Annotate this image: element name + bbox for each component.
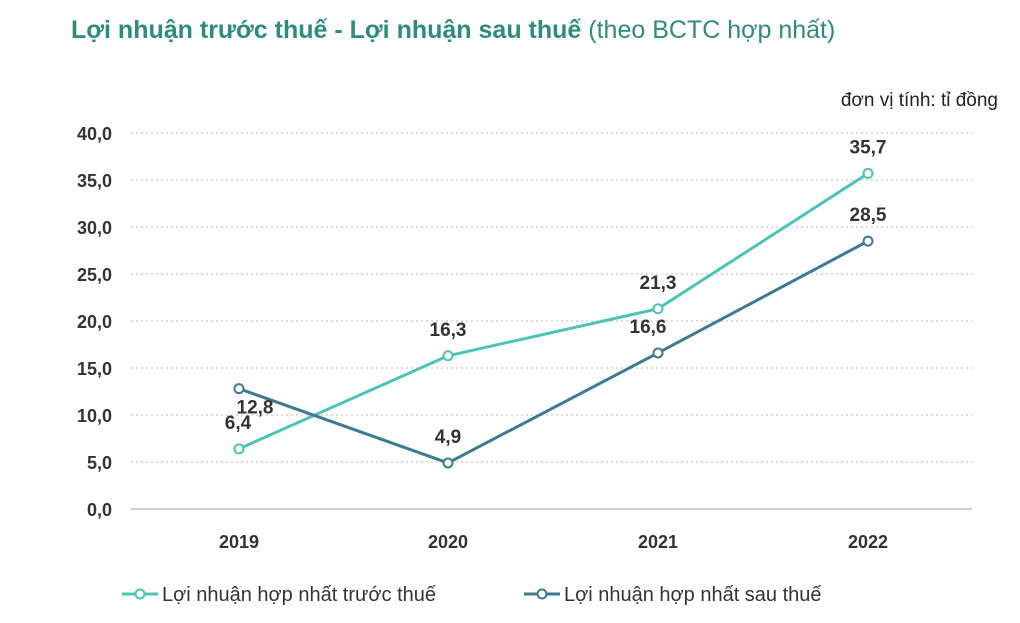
series-line-2	[238, 239, 869, 465]
axes: 0,0 5,0 10,0 15,0 20,0 25,0 30,0 35,0 40,0 2019 20…	[77, 124, 972, 552]
y-tick-label: 25,0	[77, 265, 112, 285]
x-tick-label: 2021	[638, 532, 678, 552]
data-labels: 6,4 16,3 21,3 35,7 12,8 4,9 16,6 28,5	[225, 137, 887, 448]
legend: Lợi nhuận hợp nhất trước thuế Lợi nhuận h…	[122, 584, 822, 606]
data-label: 12,8	[237, 398, 274, 419]
data-point	[862, 235, 874, 247]
data-point	[233, 443, 245, 455]
data-point	[442, 350, 454, 362]
y-tick-label: 20,0	[77, 312, 112, 332]
data-label: 35,7	[850, 137, 887, 158]
chart-title: Lợi nhuận trước thuế - Lợi nhuận sau thu…	[71, 16, 835, 45]
legend-label-2: Lợi nhuận hợp nhất sau thuế	[564, 584, 822, 606]
unit-label: đơn vị tính: tỉ đồng	[840, 90, 998, 111]
y-tick-label: 0,0	[87, 500, 112, 520]
y-tick-label: 15,0	[77, 359, 112, 379]
data-point	[442, 457, 454, 469]
data-label: 28,5	[850, 205, 887, 226]
data-label: 16,6	[630, 317, 667, 338]
y-tick-label: 10,0	[77, 406, 112, 426]
data-label: 16,3	[430, 320, 467, 341]
data-point	[652, 303, 664, 315]
legend-label-1: Lợi nhuận hợp nhất trước thuế	[162, 584, 436, 606]
x-tick-label: 2020	[428, 532, 468, 552]
y-tick-label: 35,0	[77, 171, 112, 191]
data-label: 4,9	[435, 427, 461, 448]
legend-marker-1	[134, 588, 146, 600]
series-line-1	[238, 172, 869, 451]
grid-lines	[131, 132, 972, 463]
chart-title-main: Lợi nhuận trước thuế - Lợi nhuận sau thu…	[71, 16, 582, 44]
data-label: 6,4	[225, 413, 252, 434]
y-tick-label: 30,0	[77, 218, 112, 238]
data-label: 21,3	[640, 273, 677, 294]
legend-marker-2	[536, 588, 548, 600]
data-point	[233, 383, 245, 395]
data-point	[652, 347, 664, 359]
data-point	[862, 167, 874, 179]
chart-title-sub: (theo BCTC hợp nhất)	[588, 16, 836, 44]
y-tick-label: 5,0	[87, 453, 112, 473]
x-tick-label: 2022	[848, 532, 888, 552]
y-tick-label: 40,0	[77, 124, 112, 144]
x-tick-label: 2019	[219, 532, 259, 552]
series-lines	[233, 167, 874, 469]
